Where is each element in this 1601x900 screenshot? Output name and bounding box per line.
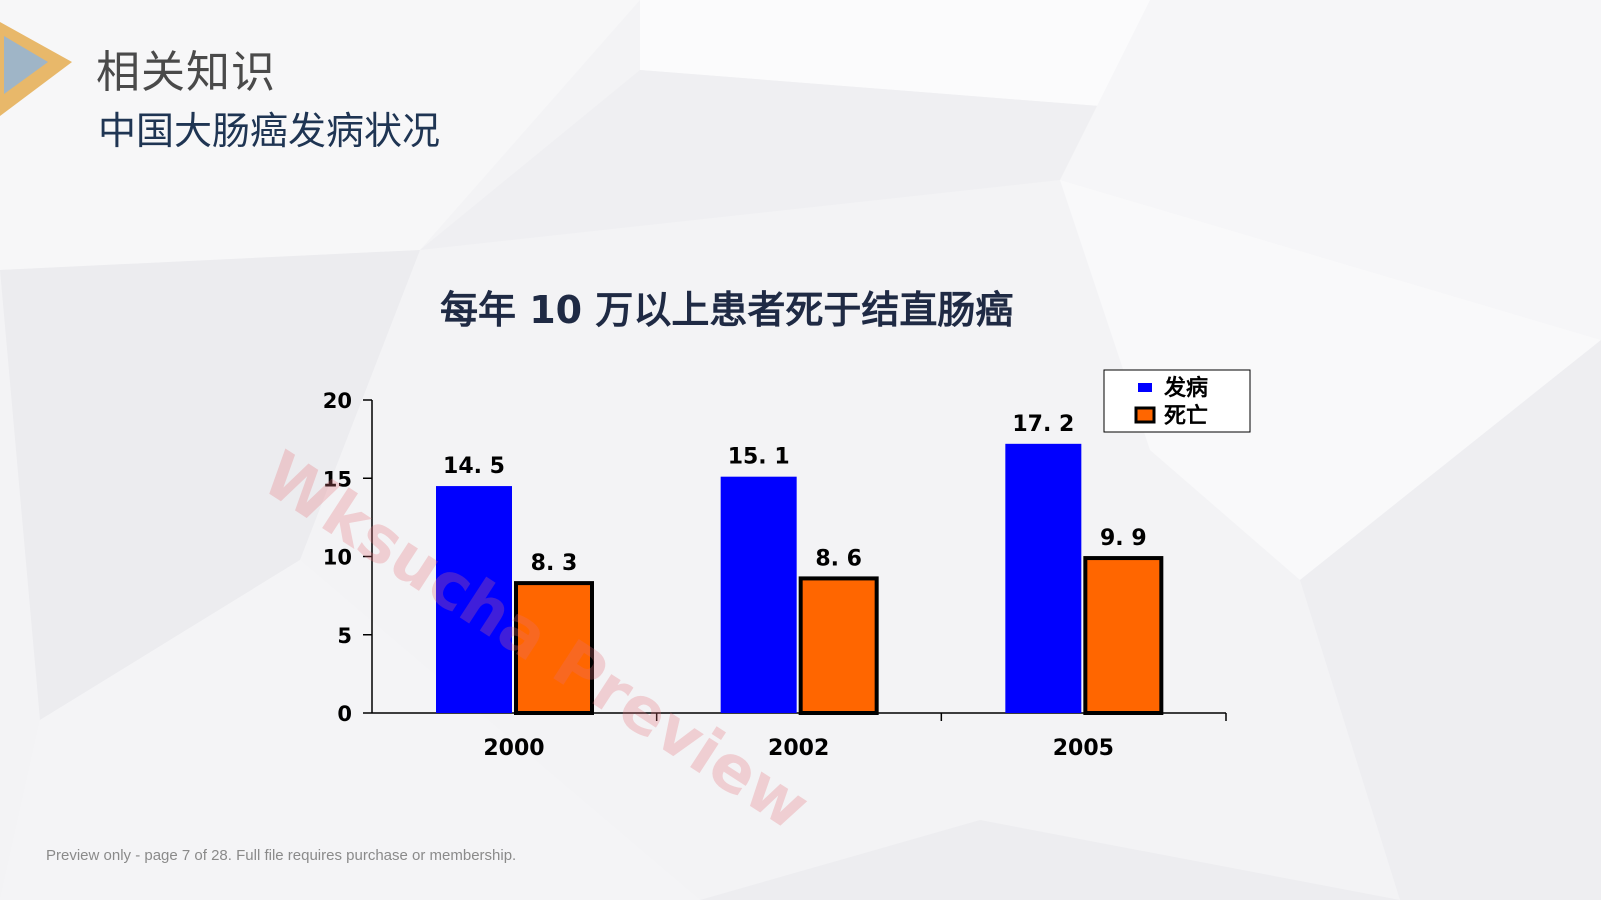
legend-swatch-death — [1134, 406, 1156, 424]
y-tick-label: 20 — [323, 389, 352, 413]
data-label: 14. 5 — [443, 454, 505, 479]
corner-arrow-decoration — [0, 22, 72, 116]
data-label: 9. 9 — [1100, 526, 1147, 551]
x-tick-label: 2002 — [768, 736, 829, 761]
y-tick-label: 15 — [323, 467, 352, 491]
legend-label: 死亡 — [1164, 403, 1208, 429]
slide-title: 相关知识 — [96, 47, 276, 98]
y-tick-label: 0 — [337, 702, 352, 726]
x-tick-label: 2005 — [1053, 736, 1114, 761]
legend-label: 发病 — [1163, 375, 1208, 401]
x-tick-label: 2000 — [483, 736, 544, 761]
bar-death — [1083, 556, 1164, 715]
data-label: 8. 6 — [815, 546, 862, 571]
data-label: 8. 3 — [531, 551, 578, 576]
bar-incidence — [436, 486, 512, 713]
bar-incidence — [1005, 443, 1082, 713]
blue-triangle-icon — [4, 36, 48, 94]
data-label: 17. 2 — [1012, 412, 1074, 437]
preview-footer: Preview only - page 7 of 28. Full file r… — [46, 847, 517, 864]
bar-death — [798, 576, 879, 715]
slide-subtitle: 中国大肠癌发病状况 — [98, 109, 441, 153]
bar-incidence — [720, 476, 797, 713]
legend-swatch-incidence — [1138, 383, 1152, 392]
legend-box — [1103, 369, 1251, 433]
y-tick-label: 10 — [323, 546, 352, 570]
chart-title: 每年 10 万以上患者死于结直肠癌 — [440, 288, 1014, 332]
bar-death — [514, 581, 594, 715]
data-label: 15. 1 — [728, 445, 790, 470]
y-tick-label: 5 — [337, 624, 352, 648]
